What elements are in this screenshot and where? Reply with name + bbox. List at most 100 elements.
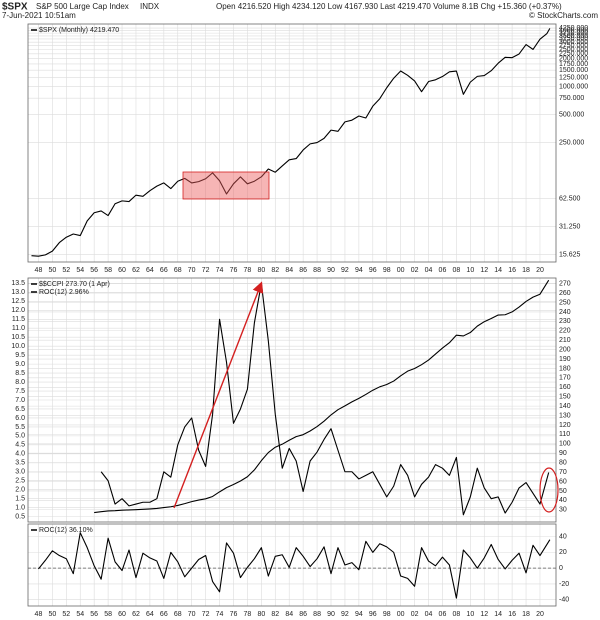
trend-arrow bbox=[173, 281, 264, 509]
x-tick-label: 14 bbox=[494, 267, 502, 274]
y-tick-label: 40 bbox=[559, 533, 567, 540]
x-tick-label: 50 bbox=[48, 611, 56, 618]
x-tick-label: 64 bbox=[146, 611, 154, 618]
x-tick-label: 12 bbox=[480, 611, 488, 618]
x-tick-label: 48 bbox=[35, 267, 43, 274]
panel-frame bbox=[27, 277, 557, 523]
x-tick-label: 20 bbox=[536, 267, 544, 274]
panel-background bbox=[28, 524, 556, 606]
y-tick-label: 4000.000 bbox=[559, 27, 588, 34]
y-tick-label: 1.5 bbox=[15, 496, 25, 503]
x-tick-label: 04 bbox=[425, 611, 433, 618]
y-tick-label: 11.5 bbox=[12, 316, 25, 323]
y-tick-label: 230 bbox=[559, 318, 571, 325]
timestamp: 7-Jun-2021 10:51am bbox=[2, 11, 76, 20]
x-tick-label: 66 bbox=[160, 611, 168, 618]
x-tick-label: 94 bbox=[355, 267, 363, 274]
x-tick-label: 84 bbox=[285, 267, 293, 274]
y-tick-label: 10.0 bbox=[11, 343, 25, 350]
x-tick-label: 96 bbox=[369, 267, 377, 274]
y-tick-label: 15.625 bbox=[559, 251, 581, 258]
x-tick-label: 68 bbox=[174, 611, 182, 618]
y-tick-label: 13.0 bbox=[11, 289, 25, 296]
y-tick-label: 13.5 bbox=[11, 280, 25, 287]
x-tick-label: 60 bbox=[118, 267, 126, 274]
x-tick-label: 56 bbox=[90, 267, 98, 274]
legend-label: ROC(12) 36.10% bbox=[39, 527, 93, 534]
y-tick-label: 3000.000 bbox=[559, 39, 588, 46]
y-tick-label: 0.5 bbox=[15, 513, 25, 520]
x-tick-label: 06 bbox=[439, 267, 447, 274]
panel-frame bbox=[27, 23, 557, 263]
x-tick-label: 90 bbox=[327, 611, 335, 618]
series-line bbox=[38, 532, 551, 599]
x-tick-label: 10 bbox=[466, 267, 474, 274]
y-tick-label: 2250.000 bbox=[559, 51, 588, 58]
highlight-circle bbox=[539, 467, 559, 513]
y-tick-label: 31.250 bbox=[559, 223, 581, 230]
x-tick-label: 92 bbox=[341, 267, 349, 274]
x-tick-label: 82 bbox=[271, 267, 279, 274]
y-tick-label: 2.5 bbox=[15, 478, 25, 485]
x-tick-label: 54 bbox=[76, 267, 84, 274]
y-tick-label: 40 bbox=[559, 497, 567, 504]
y-tick-label: -20 bbox=[559, 581, 569, 588]
plots: 48 50 52 54 56 58 60 62 64 66 68 70 72 74 76 78 80 82 84 86… bbox=[11, 23, 588, 618]
y-tick-label: 190 bbox=[559, 356, 571, 363]
x-tick-label: 76 bbox=[230, 267, 238, 274]
x-tick-label: 62 bbox=[132, 267, 140, 274]
x-tick-label: 52 bbox=[62, 267, 70, 274]
highlight-box bbox=[182, 171, 270, 200]
x-tick-label: 98 bbox=[383, 611, 391, 618]
y-tick-label: 3.5 bbox=[15, 460, 25, 467]
y-tick-label: 100 bbox=[559, 441, 571, 448]
y-tick-label: 7.5 bbox=[15, 388, 25, 395]
y-tick-label: 170 bbox=[559, 375, 571, 382]
x-tick-label: 02 bbox=[411, 611, 419, 618]
y-tick-label: 70 bbox=[559, 469, 567, 476]
x-tick-label: 82 bbox=[271, 611, 279, 618]
x-tick-label: 08 bbox=[452, 267, 460, 274]
y-tick-label: 250 bbox=[559, 299, 571, 306]
x-tick-label: 50 bbox=[48, 267, 56, 274]
x-tick-label: 76 bbox=[230, 611, 238, 618]
y-tick-label: 8.5 bbox=[15, 370, 25, 377]
y-tick-label: 210 bbox=[559, 337, 571, 344]
y-tick-label: 150 bbox=[559, 394, 571, 401]
y-tick-label: 120 bbox=[559, 422, 571, 429]
y-tick-label: 11.0 bbox=[12, 325, 25, 332]
y-tick-label: 200 bbox=[559, 346, 571, 353]
x-tick-label: 80 bbox=[257, 611, 265, 618]
y-tick-label: 160 bbox=[559, 384, 571, 391]
y-tick-label: 6.0 bbox=[15, 415, 25, 422]
y-tick-label: 6.5 bbox=[15, 406, 25, 413]
y-tick-label: 1250.000 bbox=[559, 74, 588, 81]
y-tick-label: 3250.000 bbox=[559, 36, 588, 43]
y-tick-label: 4250.000 bbox=[559, 25, 588, 32]
x-tick-label: 64 bbox=[146, 267, 154, 274]
x-tick-label: 62 bbox=[132, 611, 140, 618]
x-tick-label: 88 bbox=[313, 611, 321, 618]
source: © StockCharts.com bbox=[529, 11, 598, 20]
y-tick-label: 9.0 bbox=[15, 361, 25, 368]
x-tick-label: 00 bbox=[397, 267, 405, 274]
index-name: S&P 500 Large Cap Index bbox=[36, 2, 129, 11]
x-tick-label: 96 bbox=[369, 611, 377, 618]
x-tick-label: 56 bbox=[90, 611, 98, 618]
x-tick-label: 68 bbox=[174, 267, 182, 274]
x-tick-label: 80 bbox=[257, 267, 265, 274]
x-tick-label: 72 bbox=[202, 611, 210, 618]
y-tick-label: 60 bbox=[559, 478, 567, 485]
series-line bbox=[31, 28, 551, 257]
exchange: INDX bbox=[140, 2, 160, 11]
x-tick-label: 00 bbox=[397, 611, 405, 618]
x-tick-label: 18 bbox=[522, 611, 530, 618]
y-tick-label: 12.0 bbox=[11, 307, 25, 314]
y-tick-label: 270 bbox=[559, 280, 571, 287]
y-tick-label: 90 bbox=[559, 450, 567, 457]
x-tick-label: 54 bbox=[76, 611, 84, 618]
y-tick-label: 20 bbox=[559, 549, 567, 556]
x-tick-label: 72 bbox=[202, 267, 210, 274]
x-tick-label: 66 bbox=[160, 267, 168, 274]
x-tick-label: 70 bbox=[188, 267, 196, 274]
